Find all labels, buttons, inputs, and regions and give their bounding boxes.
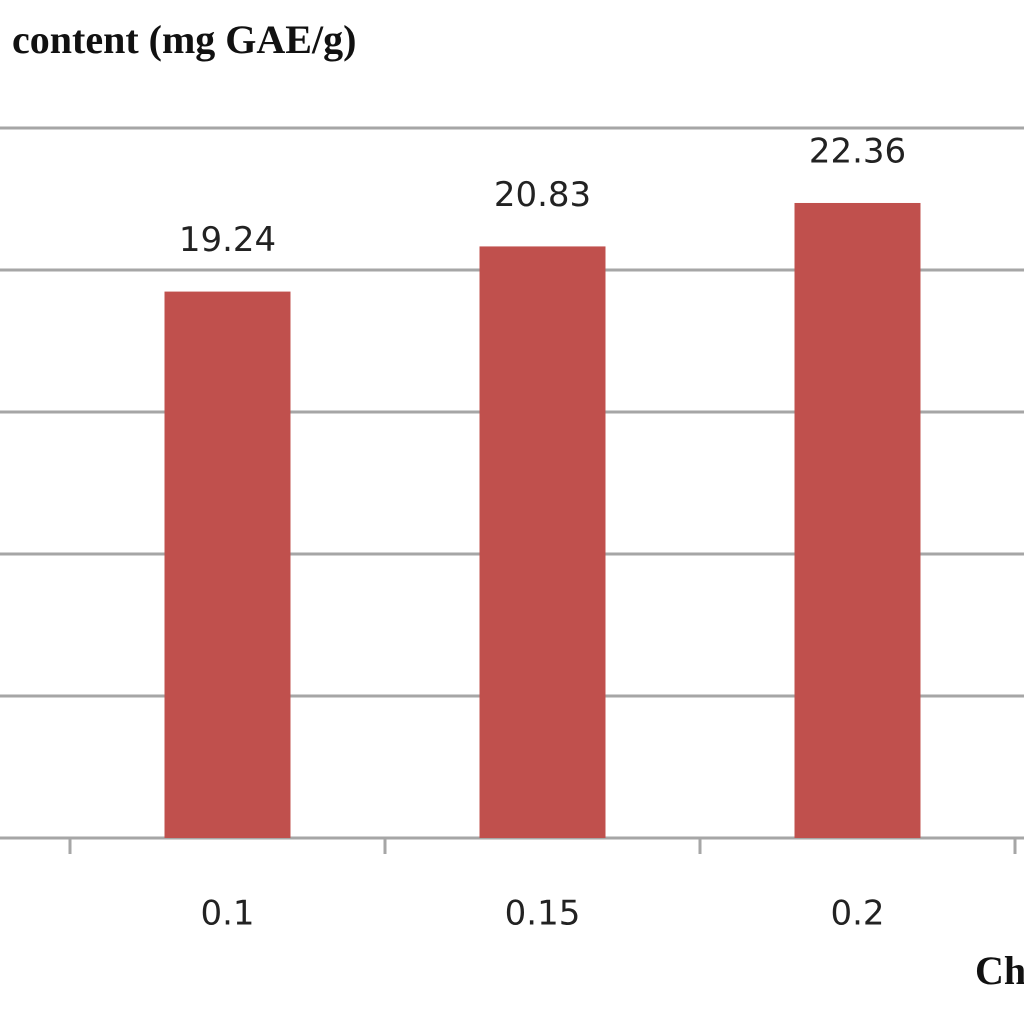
x-axis-title: Ch [975, 948, 1024, 993]
bar [164, 291, 291, 839]
chart-title: content (mg GAE/g) [12, 17, 356, 62]
data-label: 20.83 [494, 175, 591, 215]
x-tick-label: 0.1 [200, 894, 254, 934]
bar [479, 246, 606, 839]
data-label: 19.24 [179, 220, 276, 260]
x-tick-label: 0.2 [830, 894, 884, 934]
data-label: 22.36 [809, 131, 906, 171]
x-tick-label: 0.15 [505, 894, 581, 934]
bar [794, 202, 921, 838]
